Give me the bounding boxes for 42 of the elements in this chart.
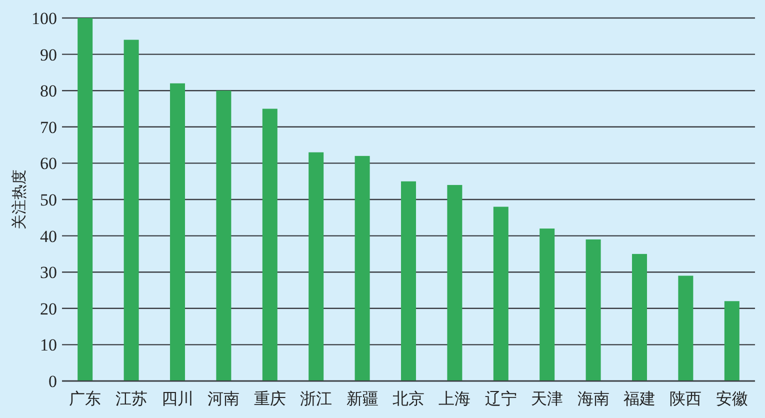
x-tick-label: 四川	[162, 390, 194, 408]
bar	[262, 108, 278, 381]
x-tick-label: 河南	[208, 390, 240, 408]
y-tick-label: 90	[40, 45, 57, 64]
bar	[308, 152, 324, 381]
x-tick-label: 重庆	[254, 390, 286, 408]
x-tick-label: 北京	[392, 390, 424, 408]
bar	[678, 276, 694, 381]
bar	[632, 254, 647, 381]
y-tick-label: 0	[48, 372, 57, 391]
y-tick-label: 10	[40, 336, 57, 355]
x-tick-label: 广东	[69, 390, 102, 408]
x-tick-label: 浙江	[300, 390, 332, 408]
bar	[447, 184, 462, 381]
y-tick-label: 80	[40, 82, 57, 101]
x-tick-label: 安徽	[716, 390, 748, 408]
x-tick-label: 辽宁	[484, 390, 517, 408]
bar	[354, 156, 370, 381]
x-tick-label: 福建	[624, 390, 656, 408]
y-axis-title: 关注热度	[11, 170, 28, 230]
x-tick-label: 陕西	[670, 391, 702, 408]
x-tick-label: 新疆	[346, 390, 378, 408]
bar	[170, 83, 185, 381]
y-tick-label: 60	[40, 154, 57, 174]
x-tick-label: 江苏	[115, 390, 148, 408]
bar	[493, 206, 508, 381]
y-tick-label: 50	[40, 190, 57, 210]
bar	[724, 301, 740, 381]
y-tick-label: 40	[40, 226, 57, 246]
x-tick-label: 上海	[438, 390, 471, 408]
x-tick-label: 天津	[531, 390, 564, 408]
y-tick-label: 100	[32, 9, 57, 28]
bar	[78, 18, 93, 381]
bar	[401, 181, 416, 381]
y-tick-label: 20	[40, 299, 57, 318]
bar	[124, 40, 139, 381]
bar	[586, 239, 601, 381]
bar	[540, 228, 555, 381]
y-tick-label: 70	[40, 118, 57, 137]
bar	[216, 90, 232, 381]
x-tick-label: 海南	[577, 390, 610, 408]
y-tick-label: 30	[40, 263, 57, 282]
